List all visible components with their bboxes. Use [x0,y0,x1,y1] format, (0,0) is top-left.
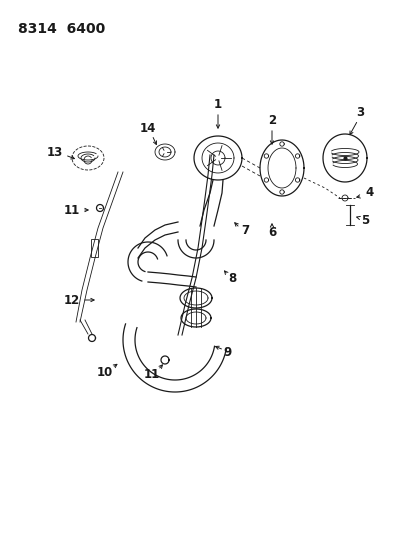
Text: 6: 6 [268,225,276,238]
Text: 11: 11 [144,368,160,382]
Text: 7: 7 [241,223,249,237]
Bar [91,239,98,257]
Text: 5: 5 [361,214,369,227]
Text: 3: 3 [356,106,364,118]
Text: 14: 14 [140,122,156,134]
Text: 4: 4 [366,187,374,199]
Text: 8: 8 [228,271,236,285]
Text: 9: 9 [224,345,232,359]
Text: 2: 2 [268,114,276,126]
Text: 11: 11 [64,204,80,216]
Text: 12: 12 [64,294,80,306]
Text: 1: 1 [214,99,222,111]
Text: 8314  6400: 8314 6400 [18,22,105,36]
Text: 10: 10 [97,366,113,378]
Text: 13: 13 [47,146,63,158]
